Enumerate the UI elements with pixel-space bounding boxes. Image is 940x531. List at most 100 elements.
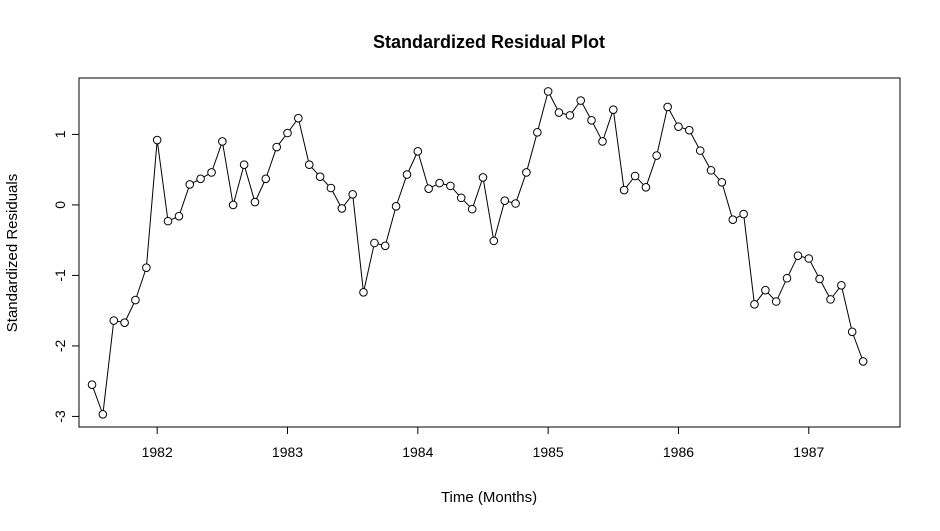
series-line-segment	[352, 198, 364, 289]
data-point	[598, 137, 607, 146]
series-line-segment	[418, 154, 429, 186]
series-line-segment	[571, 103, 579, 113]
series-line-segment	[801, 256, 806, 259]
series-line-segment	[603, 113, 613, 139]
y-tick-label: 1	[52, 130, 68, 138]
series-line-segment	[311, 167, 318, 175]
data-point	[587, 116, 596, 125]
chart-title: Standardized Residual Plot	[373, 32, 605, 52]
series-line-segment	[613, 113, 625, 187]
data-point	[380, 241, 390, 251]
series-line-segment	[494, 204, 505, 238]
series-line-segment	[669, 109, 678, 124]
series-line-segment	[179, 187, 190, 213]
series-line-segment	[537, 94, 548, 129]
series-line-segment	[233, 168, 244, 202]
data-point	[619, 185, 629, 195]
data-point	[413, 147, 423, 156]
x-tick-label: 1982	[142, 444, 173, 460]
series-line-segment	[92, 388, 103, 411]
data-point	[391, 202, 401, 211]
data-point	[196, 174, 205, 184]
data-point	[739, 209, 748, 219]
series-line-segment	[146, 143, 158, 264]
data-point	[283, 128, 292, 138]
series-line-segment	[592, 123, 602, 139]
series-line-segment	[562, 113, 567, 115]
data-point	[131, 295, 140, 305]
x-tick-label: 1987	[793, 444, 824, 460]
data-point	[174, 211, 184, 221]
x-axis-label: Time (Months)	[441, 489, 537, 506]
data-point	[554, 108, 564, 117]
series-line-segment	[701, 153, 710, 168]
data-point	[109, 316, 119, 325]
data-point	[641, 182, 651, 192]
series-line-segment	[244, 168, 255, 199]
data-point	[359, 288, 368, 297]
data-point	[837, 280, 846, 290]
data-point	[467, 204, 477, 214]
series-line-segment	[266, 150, 276, 176]
series-line-segment	[171, 217, 176, 221]
series-line-segment	[452, 188, 460, 196]
series-line-segment	[192, 180, 198, 184]
data-point	[261, 174, 271, 184]
data-point	[250, 197, 260, 207]
data-point	[576, 96, 586, 105]
data-point	[435, 178, 444, 188]
series-line-segment	[853, 335, 863, 359]
data-point	[337, 204, 347, 213]
series-line-segment	[832, 287, 840, 297]
data-point	[272, 142, 281, 152]
series-line-segment	[278, 135, 286, 145]
series-line-segment	[102, 324, 114, 411]
x-tick-label: 1985	[533, 444, 564, 460]
series-line-segment	[343, 197, 351, 206]
data-point	[87, 380, 97, 389]
series-line-segment	[820, 282, 830, 297]
data-point	[728, 215, 738, 225]
data-point	[804, 254, 814, 263]
data-point	[847, 327, 857, 337]
data-point	[218, 137, 227, 146]
data-point	[674, 122, 683, 131]
series-line-segment	[443, 183, 447, 186]
series-line-segment	[472, 180, 483, 206]
data-point	[326, 183, 336, 193]
data-point	[522, 168, 531, 177]
data-point	[142, 263, 151, 272]
series-line-segment	[377, 243, 382, 246]
series-line-segment	[788, 258, 797, 276]
data-point	[609, 105, 618, 115]
data-point	[695, 146, 705, 155]
data-point	[511, 199, 520, 208]
y-tick-label: -2	[52, 339, 68, 352]
series-line-segment	[136, 271, 146, 297]
series-line-segment	[385, 209, 396, 243]
data-point	[826, 295, 835, 304]
series-line-segment	[713, 172, 720, 180]
x-tick-label: 1986	[663, 444, 694, 460]
data-point	[782, 273, 792, 283]
data-point	[185, 180, 195, 189]
data-point	[478, 173, 488, 182]
series-line-segment	[322, 179, 329, 186]
series-line-segment	[722, 185, 733, 217]
x-axis: 1982 1983 1984 1985 1986 1987	[142, 426, 825, 460]
data-point	[630, 171, 640, 181]
data-point	[207, 168, 216, 177]
series-line-segment	[125, 303, 135, 320]
series-line-segment	[810, 261, 819, 276]
data-point	[652, 151, 661, 160]
data-point	[424, 184, 433, 193]
data-point	[489, 236, 499, 246]
data-point	[163, 216, 173, 226]
series-line-segment	[626, 178, 634, 188]
data-point	[304, 160, 314, 170]
series-line-segment	[363, 246, 375, 289]
y-axis-label: Standardized Residuals	[4, 174, 21, 332]
series-line-segment	[256, 182, 265, 199]
series-line-segment	[549, 94, 558, 110]
